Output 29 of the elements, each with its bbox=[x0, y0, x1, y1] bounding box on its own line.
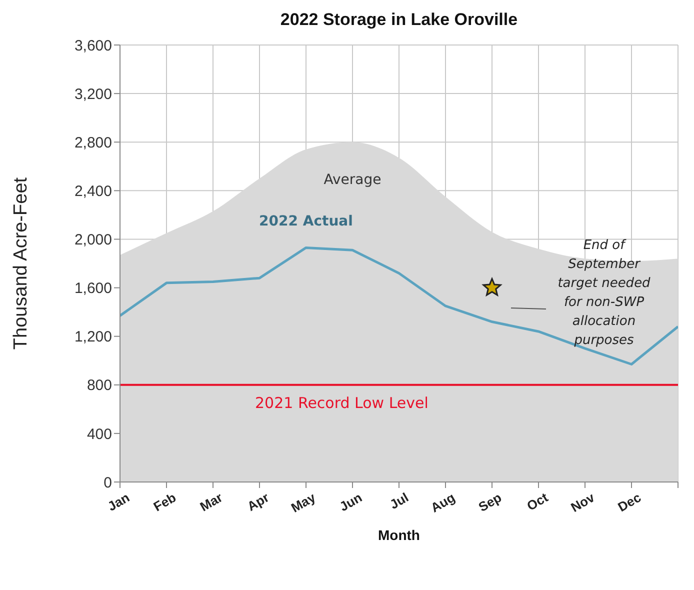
y-tick-label: 1,600 bbox=[74, 280, 112, 298]
y-tick-label: 3,600 bbox=[74, 37, 112, 54]
y-tick-label: 1,200 bbox=[74, 328, 112, 346]
x-axis-title: Month bbox=[378, 527, 420, 543]
annotation: End of September target needed for non-SWP allocation purposes bbox=[556, 237, 652, 350]
y-axis-title: Thousand Acre-Feet bbox=[10, 176, 32, 350]
series-label: 2022 Actual bbox=[259, 214, 353, 230]
x-tick-label: Jun bbox=[336, 490, 365, 514]
y-tick-label: 3,200 bbox=[74, 86, 112, 103]
y-tick-label: 800 bbox=[86, 377, 112, 394]
x-tick-label: May bbox=[288, 489, 319, 516]
x-tick-label: Oct bbox=[524, 489, 552, 514]
ref-line-label: 2021 Record Low Level bbox=[255, 394, 428, 412]
y-tick-label: 0 bbox=[104, 474, 112, 492]
x-tick-label: Dec bbox=[615, 490, 644, 515]
x-tick-label: Apr bbox=[244, 490, 272, 514]
x-tick-label: Jan bbox=[105, 490, 132, 514]
x-tick-label: Sep bbox=[476, 490, 504, 515]
y-tick-label: 400 bbox=[86, 426, 112, 443]
y-tick-label: 2,800 bbox=[74, 134, 112, 152]
x-tick-label: Nov bbox=[568, 489, 598, 516]
x-tick-label: Feb bbox=[150, 490, 179, 514]
y-tick-label: 2,400 bbox=[74, 182, 112, 200]
x-tick-label: Mar bbox=[197, 490, 225, 514]
y-tick-label: 2,000 bbox=[74, 232, 112, 249]
chart-title: 2022 Storage in Lake Oroville bbox=[279, 10, 519, 30]
x-tick-label: Jul bbox=[387, 490, 411, 512]
x-tick-label: Aug bbox=[428, 490, 458, 516]
series-label: Average bbox=[324, 172, 382, 188]
